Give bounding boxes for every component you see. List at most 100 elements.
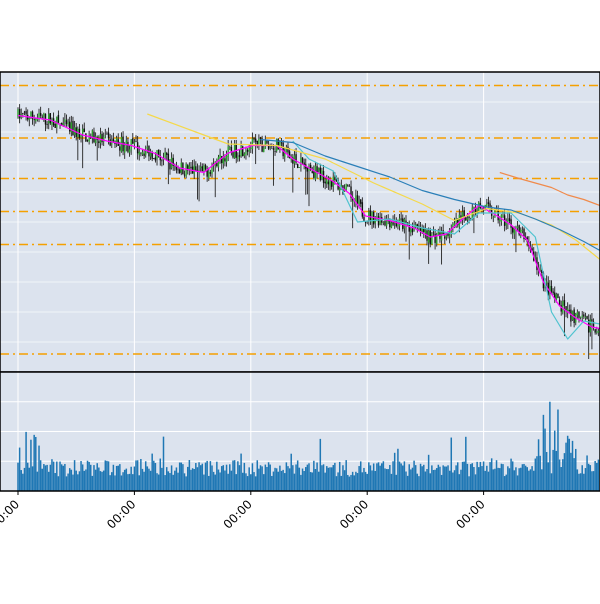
volume-bar — [126, 469, 128, 491]
volume-bar — [402, 466, 404, 491]
volume-bar — [32, 466, 34, 491]
volume-bar — [350, 475, 352, 491]
candle-body — [50, 113, 51, 123]
candle-body — [370, 210, 371, 221]
volume-bar — [394, 453, 396, 491]
volume-bar — [127, 474, 129, 491]
volume-bar — [166, 467, 168, 491]
volume-bar — [436, 468, 438, 491]
volume-bar — [40, 460, 42, 491]
volume-bar — [363, 468, 365, 491]
volume-bar — [192, 468, 194, 491]
volume-bar — [536, 456, 538, 491]
volume-bar — [137, 460, 139, 491]
volume-bar — [570, 453, 572, 491]
candle-body — [35, 119, 36, 121]
candle-body — [582, 315, 583, 317]
volume-bar — [389, 465, 391, 491]
volume-bar — [42, 469, 44, 491]
volume-bar — [147, 466, 149, 491]
volume-bar — [248, 467, 250, 491]
volume-bar — [331, 467, 333, 491]
volume-bar — [189, 460, 191, 491]
volume-bar — [512, 461, 514, 491]
volume-bar — [64, 464, 66, 491]
candle-body — [357, 195, 358, 204]
candle-body — [108, 132, 109, 138]
candle-body — [194, 165, 195, 174]
volume-bar — [431, 465, 433, 491]
volume-bar — [305, 467, 307, 491]
candle-body — [384, 221, 385, 225]
candle-body — [72, 121, 73, 135]
candle-body — [585, 317, 586, 318]
candle-body — [210, 172, 211, 173]
volume-bar — [153, 461, 155, 491]
candle-body — [184, 175, 185, 176]
candle-body — [318, 168, 319, 171]
candle-body — [410, 230, 411, 233]
volume-bar — [135, 460, 137, 491]
candle-body — [596, 332, 597, 333]
candle-body — [570, 310, 571, 322]
volume-bar — [497, 468, 499, 491]
volume-bar — [355, 472, 357, 491]
volume-bar — [430, 473, 432, 491]
volume-bar — [59, 462, 61, 491]
volume-bar — [326, 466, 328, 491]
candle-body — [93, 132, 94, 143]
candle-body — [489, 204, 490, 207]
volume-bar — [442, 465, 444, 491]
candle-body — [87, 140, 88, 141]
volume-bar — [463, 462, 465, 491]
volume-bar — [352, 472, 354, 491]
volume-bar — [410, 469, 412, 491]
volume-bar — [370, 465, 372, 491]
candle-body — [219, 155, 220, 159]
candle-body — [302, 158, 303, 163]
candle-body — [161, 160, 162, 161]
candle-body — [365, 222, 366, 223]
volume-bar — [187, 467, 189, 491]
volume-bar — [480, 462, 482, 491]
candle-body — [129, 149, 130, 152]
volume-bar — [321, 465, 323, 491]
volume-bar — [176, 467, 178, 491]
volume-bar — [71, 470, 73, 491]
volume-bar — [46, 465, 48, 491]
candle-body — [583, 314, 584, 316]
candle-body — [40, 113, 41, 116]
candle-body — [56, 117, 57, 128]
candle-body — [38, 113, 39, 118]
candle-body — [116, 138, 117, 143]
volume-bar — [459, 474, 461, 491]
volume-bar — [202, 464, 204, 491]
candle-body — [198, 170, 199, 171]
volume-bar — [472, 463, 474, 491]
volume-bar — [546, 452, 548, 491]
volume-bar — [134, 467, 136, 491]
candle-body — [147, 147, 148, 149]
volume-bar — [383, 461, 385, 491]
volume-bar — [572, 441, 574, 491]
volume-bar — [151, 454, 153, 491]
candle-body — [95, 136, 96, 143]
volume-bar — [590, 465, 592, 491]
volume-bar — [223, 465, 225, 491]
volume-bar — [520, 468, 522, 491]
candle-body — [349, 186, 350, 187]
volume-bar — [184, 473, 186, 491]
volume-bar — [324, 473, 326, 491]
candle-body — [203, 165, 204, 170]
candle-body — [273, 148, 274, 149]
volume-bar — [441, 475, 443, 491]
candle-body — [142, 152, 143, 155]
candle-body — [281, 142, 282, 143]
volume-bar — [452, 473, 454, 491]
candle-body — [239, 155, 240, 156]
volume-bar — [129, 474, 131, 491]
candle-body — [92, 130, 93, 137]
volume-bar — [294, 474, 296, 491]
